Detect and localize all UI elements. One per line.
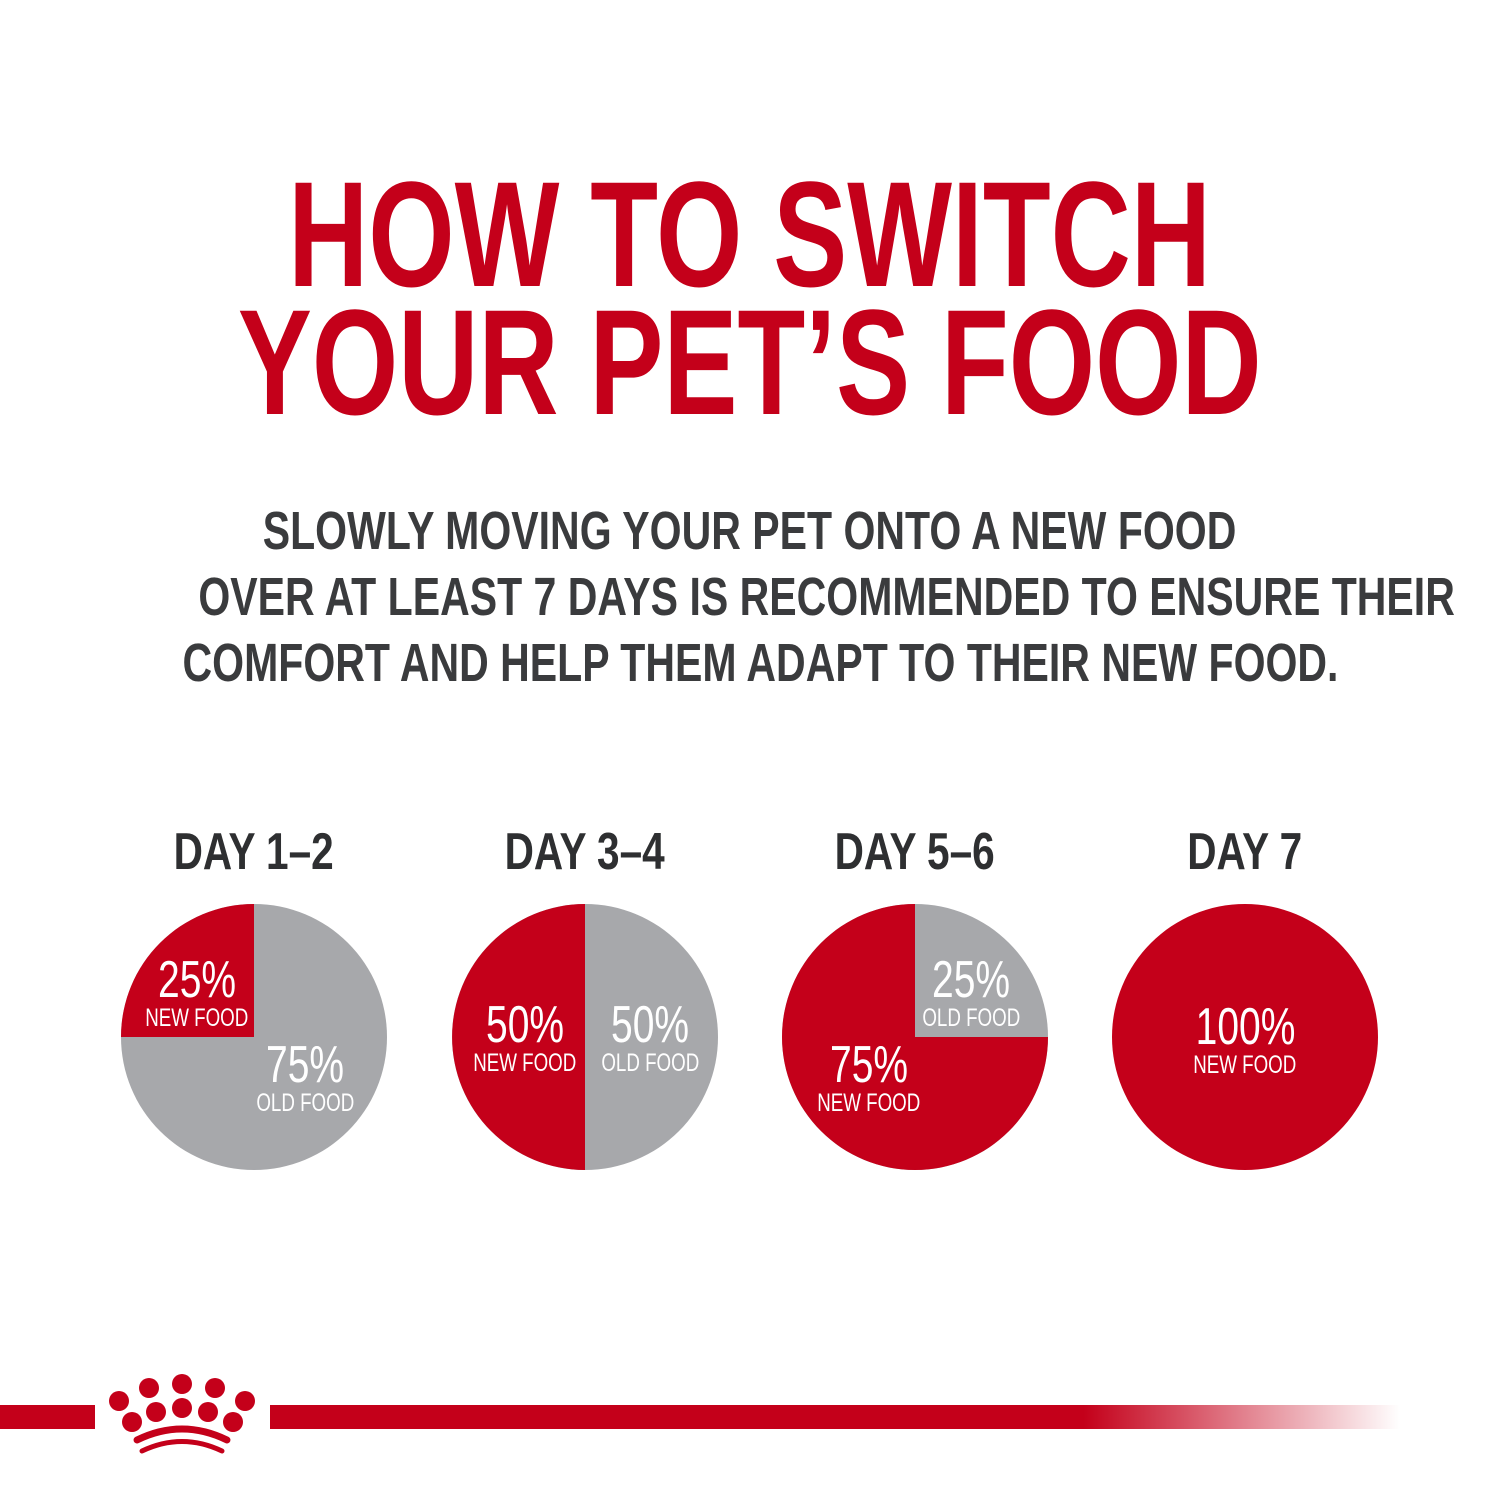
subtitle-line-2: OVER AT LEAST 7 DAYS IS RECOMMENDED TO E… (198, 567, 1455, 627)
slice-label: NEW FOOD (145, 1004, 249, 1032)
percent: 75% (829, 1036, 909, 1094)
slice-label: OLD FOOD (256, 1089, 354, 1117)
day-label-text: DAY 1–2 (173, 823, 335, 881)
pie2-new-label: 50% NEW FOOD (455, 996, 595, 1077)
pie-slice-new-food (1112, 904, 1378, 1170)
percent: 50% (610, 996, 690, 1054)
crown-icon (109, 1374, 255, 1454)
brand-footer (0, 1374, 1400, 1454)
percent: 75% (265, 1036, 345, 1094)
pie4-new-label: 100% NEW FOOD (1175, 998, 1315, 1079)
day-label-text: DAY 5–6 (834, 823, 996, 881)
pie3-new-label: 75% NEW FOOD (799, 1036, 939, 1117)
pie3-old-label: 25% OLD FOOD (901, 951, 1041, 1032)
day-label-3: DAY 5–6 (765, 822, 1065, 882)
day-label-1: DAY 1–2 (104, 822, 404, 882)
slice-label: NEW FOOD (473, 1049, 577, 1077)
pie-slice-new-food (782, 904, 1048, 1170)
pie-slice-new-food (452, 904, 585, 1170)
percent: 50% (485, 996, 565, 1054)
pie-slice-new-food (121, 904, 254, 1037)
footer-line-left (0, 1405, 95, 1429)
slice-label: NEW FOOD (817, 1089, 921, 1117)
slice-label: OLD FOOD (601, 1049, 699, 1077)
footer-line-right (270, 1405, 1400, 1429)
day-label-4: DAY 7 (1095, 822, 1395, 882)
percent: 100% (1195, 998, 1295, 1056)
subtitle: SLOWLY MOVING YOUR PET ONTO A NEW FOOD O… (0, 498, 1500, 696)
slice-label: NEW FOOD (1193, 1051, 1297, 1079)
day-label-text: DAY 3–4 (504, 823, 666, 881)
pie2-old-label: 50% OLD FOOD (580, 996, 720, 1077)
day-label-text: DAY 7 (1187, 823, 1303, 881)
subtitle-line-3: COMFORT AND HELP THEM ADAPT TO THEIR NEW… (182, 633, 1339, 693)
percent: 25% (931, 951, 1011, 1009)
slice-label: OLD FOOD (922, 1004, 1020, 1032)
day-label-2: DAY 3–4 (435, 822, 735, 882)
pie1-new-label: 25% NEW FOOD (127, 951, 267, 1032)
percent: 25% (157, 951, 237, 1009)
title-line-1: HOW TO SWITCH (288, 150, 1212, 318)
subtitle-line-1: SLOWLY MOVING YOUR PET ONTO A NEW FOOD (263, 501, 1237, 561)
pie1-old-label: 75% OLD FOOD (235, 1036, 375, 1117)
title-line-2: YOUR PET’S FOOD (238, 278, 1262, 446)
page-title: HOW TO SWITCH YOUR PET’S FOOD (0, 150, 1500, 446)
